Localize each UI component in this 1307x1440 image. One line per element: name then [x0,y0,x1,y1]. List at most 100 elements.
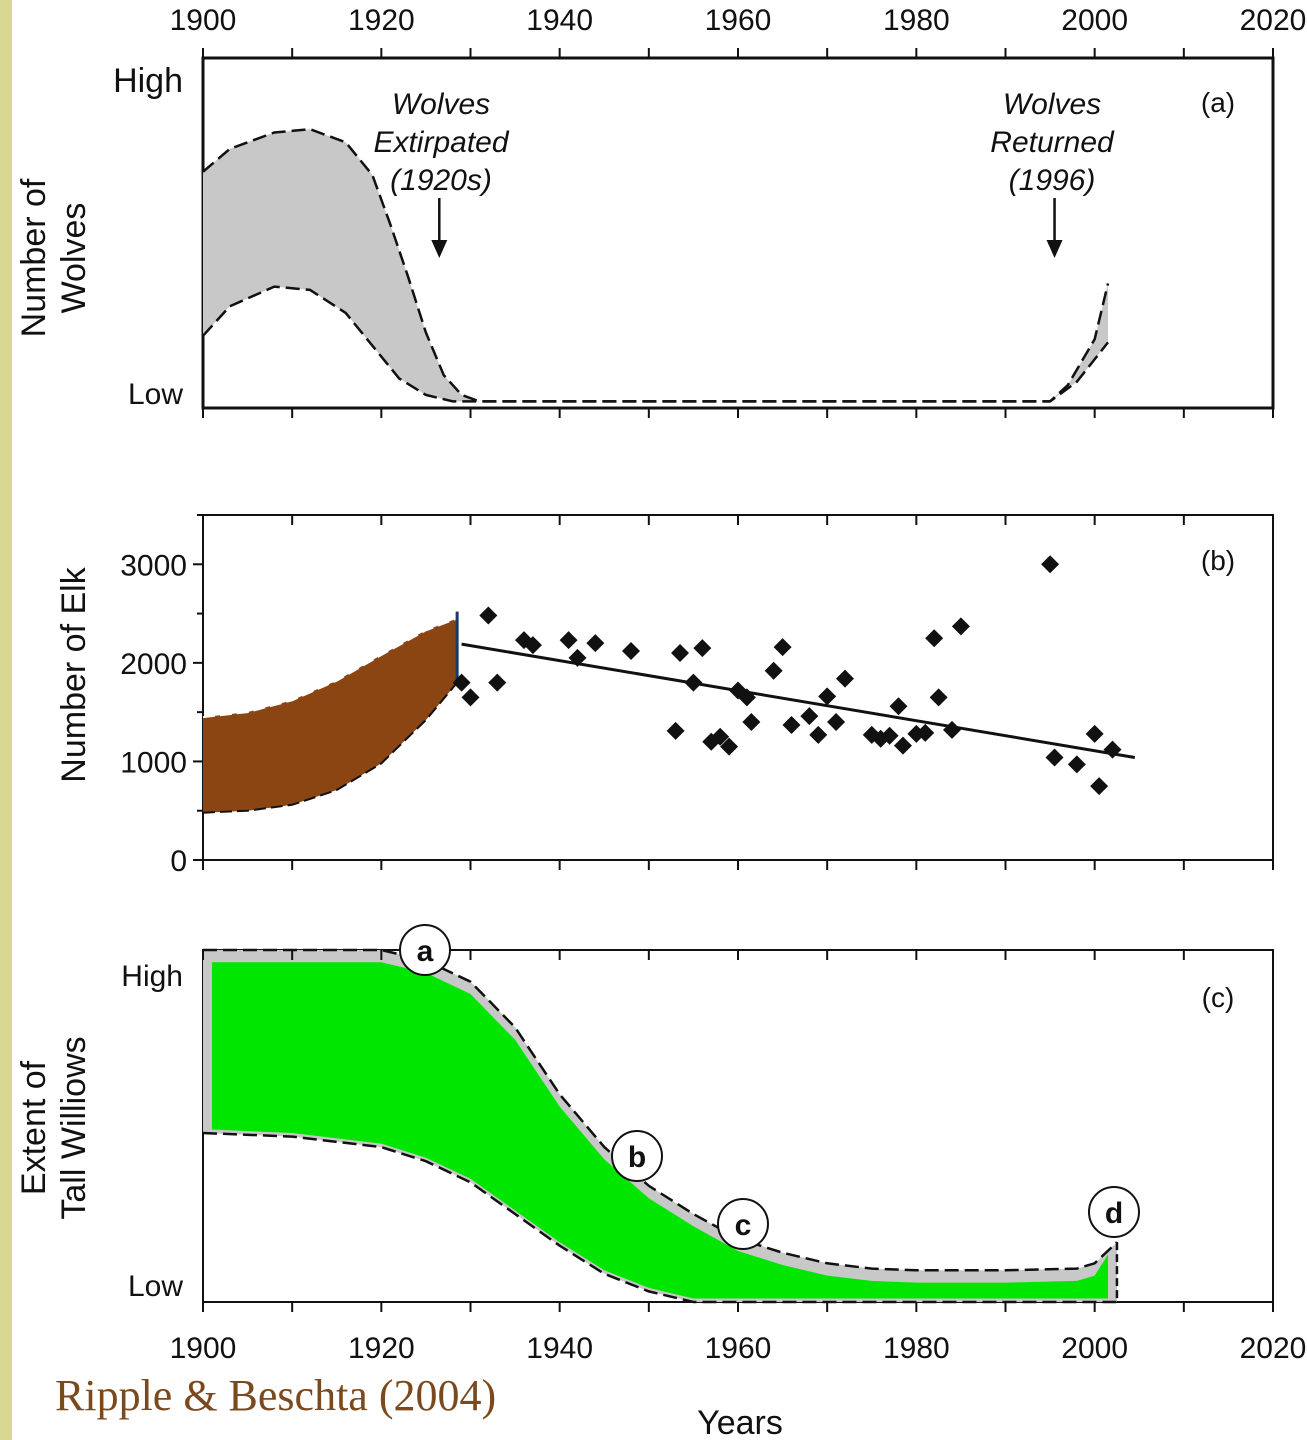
elk-point-13 [693,639,712,658]
elk-band [203,618,458,813]
panel-a-ylabel-line2: Wolves [55,203,93,314]
elk-lower-dashed [202,681,458,814]
elk-point-23 [800,707,819,726]
elk-point-35 [925,629,944,648]
elk-upper-dashed [202,617,458,719]
willow-label-d: d [1088,1186,1140,1238]
elk-point-22 [782,715,801,734]
willow-label-c-circle [717,1198,769,1250]
series-layer [202,127,1136,1304]
top-xtick-label-2000: 2000 [1061,4,1128,37]
elk-point-20 [764,661,783,680]
elk-point-34 [916,723,935,742]
wolves-band [203,129,1108,402]
panel-a-ytick-low: Low [128,378,183,411]
panel-a-ylabel-line1: Number of [15,178,53,337]
willow-label-c: c [717,1198,769,1250]
annotation-extirpated-line3: (1920s) [390,164,492,197]
elk-point-19 [742,713,761,731]
panel-c-ytick-low: Low [128,1270,183,1303]
panel-c-ytick-high: High [121,960,183,993]
axis-layer: 1900 1900 1920 1920 1940 1940 1960 1960 1980 1980… [120,4,1306,1365]
elk-point-42 [1085,724,1104,743]
willow-label-b-circle [611,1130,663,1182]
willow-label-d-text: d [1105,1197,1123,1230]
panel-c-ylabel-line1: Extent of [15,1060,53,1195]
panel-a-ytick-high: High [113,62,183,100]
bottom-xtick-label-1980: 1980 [883,1332,950,1365]
elk-point-36 [929,688,948,707]
annotation-arrow-head-1 [1046,240,1063,258]
wolves-upper-dashed [202,127,1110,403]
top-xtick-label-1900: 1900 [170,4,237,37]
elk-point-16 [720,737,739,756]
panel-b-tag: (b) [1201,545,1235,576]
annotation-extirpated-line2: Extirpated [373,126,509,159]
elk-point-6 [559,631,578,650]
annotation-returned-line3: (1996) [1009,164,1096,197]
annotation-extirpated-line1: Wolves [392,88,490,121]
bottom-xtick-label-2020: 2020 [1240,1332,1307,1365]
elk-point-1 [461,688,480,707]
top-xtick-label-2020: 2020 [1240,4,1307,37]
elk-point-11 [671,644,690,662]
elk-point-27 [836,669,854,688]
wolves-lower-dashed [202,285,1109,403]
elk-point-26 [827,713,846,731]
willow-label-a-circle [399,924,451,976]
panel-c-tag: (c) [1202,982,1235,1013]
willow-label-d-circle [1088,1186,1140,1238]
elk-point-31 [889,697,908,716]
elk-point-24 [809,725,828,744]
elk-point-9 [622,642,640,661]
willow-label-a: a [399,924,451,976]
top-xtick-label-1960: 1960 [705,4,772,37]
citation: Ripple & Beschta (2004) [55,1371,496,1420]
panel-c-ylabel-line2: Tall Williows [55,1036,93,1219]
panel-b-ylabel: Number of Elk [55,566,93,782]
willow-label-b: b [611,1130,663,1182]
willow-lower-dashed [202,1131,1117,1304]
elk-point-41 [1067,755,1086,774]
top-xtick-label-1940: 1940 [526,4,593,37]
bottom-xtick-label-1940: 1940 [526,1332,593,1365]
elk-point-38 [951,617,970,636]
bottom-xtick-label-1920: 1920 [348,1332,415,1365]
elk-point-30 [880,726,899,745]
elk-point-8 [586,634,605,653]
elk-ytick-label-3000: 3000 [120,549,187,582]
elk-ytick-label-2000: 2000 [120,648,187,681]
willow-band-green [211,962,1108,1299]
bottom-xtick-label-2000: 2000 [1061,1332,1128,1365]
elk-point-37 [943,720,961,739]
panel-a-tag: (a) [1201,87,1235,118]
annotation-returned-line2: Returned [990,126,1115,159]
elk-point-32 [893,736,912,755]
elk-point-15 [711,727,730,746]
willow-upper-dashed [203,948,1118,1272]
elk-point-25 [818,687,837,706]
annotation-returned-line1: Wolves [1003,88,1101,121]
elk-ytick-label-0: 0 [170,845,187,878]
willow-label-b-text: b [628,1141,646,1174]
annotation-arrow-head-0 [431,240,448,258]
elk-point-10 [666,721,685,740]
elk-point-3 [488,673,507,692]
x-axis-title: Years [697,1404,783,1440]
willow-label-a-text: a [417,935,434,968]
top-xtick-label-1920: 1920 [348,4,415,37]
page-border-left [0,0,12,1440]
elk-point-2 [479,606,498,625]
elk-point-43 [1090,777,1109,796]
elk-trend-line [461,642,1136,759]
top-xtick-label-1980: 1980 [883,4,950,37]
willow-label-c-text: c [735,1209,752,1242]
elk-point-39 [1041,555,1060,574]
bottom-xtick-label-1960: 1960 [705,1332,772,1365]
elk-point-40 [1045,748,1064,767]
bottom-xtick-label-1900: 1900 [170,1332,237,1365]
elk-ytick-label-1000: 1000 [120,746,187,779]
elk-point-5 [523,636,542,655]
elk-point-21 [773,638,792,657]
